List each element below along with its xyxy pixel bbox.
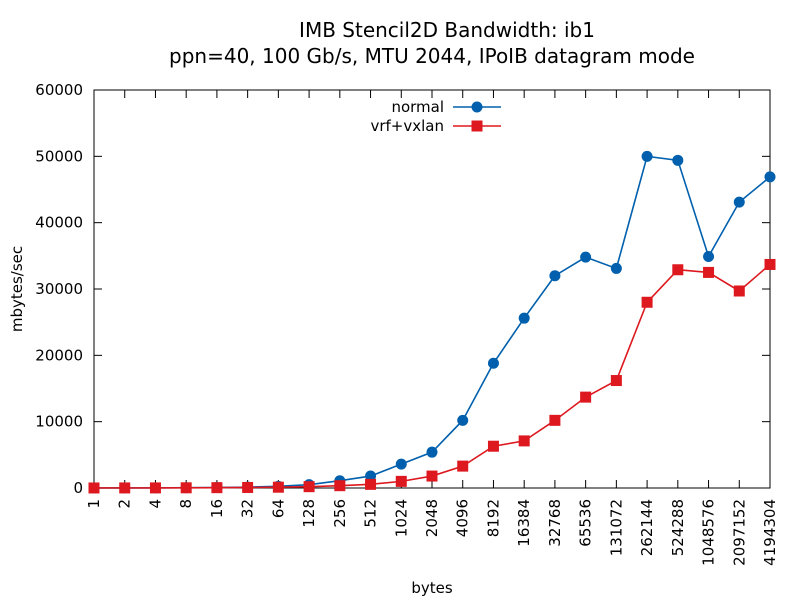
x-tick-label: 8192 <box>484 499 502 537</box>
y-axis-label: mbytes/sec <box>8 246 26 332</box>
x-axis-label: bytes <box>411 579 453 597</box>
data-point-normal <box>610 262 622 274</box>
chart-subtitle: ppn=40, 100 Gb/s, MTU 2044, IPoIB datagr… <box>169 44 695 68</box>
data-point-normal <box>426 446 438 458</box>
x-tick-label: 16384 <box>515 499 533 547</box>
chart-title: IMB Stencil2D Bandwidth: ib1 <box>299 18 595 42</box>
legend-label-vrf-vxlan: vrf+vxlan <box>370 117 444 135</box>
data-point-vrf-vxlan <box>180 482 192 494</box>
x-tick-label: 64 <box>269 499 287 518</box>
data-point-normal <box>365 470 377 482</box>
data-point-vrf-vxlan <box>672 264 684 276</box>
x-tick-label: 1048576 <box>700 499 718 566</box>
data-point-vrf-vxlan <box>580 391 592 403</box>
x-tick-label: 32 <box>239 499 257 518</box>
data-point-vrf-vxlan <box>88 482 100 494</box>
legend-label-normal: normal <box>391 98 444 116</box>
x-tick-label: 1024 <box>392 499 410 537</box>
legend-marker-normal <box>471 101 483 113</box>
x-tick-label: 16 <box>208 499 226 518</box>
data-point-normal <box>641 150 653 162</box>
x-tick-label: 256 <box>331 499 349 528</box>
x-tick-label: 262144 <box>638 499 656 556</box>
series-vrf-vxlan <box>88 258 776 494</box>
y-tick-label: 0 <box>73 479 83 497</box>
data-point-vrf-vxlan <box>211 482 223 494</box>
y-tick-label: 10000 <box>35 413 83 431</box>
data-point-vrf-vxlan <box>641 296 653 308</box>
x-tick-label: 4096 <box>454 499 472 537</box>
legend-marker-vrf-vxlan <box>471 120 483 132</box>
y-axis-ticks: 0 10000 20000 30000 40000 50000 60000 <box>35 81 770 497</box>
data-point-vrf-vxlan <box>365 478 377 490</box>
x-tick-label: 1 <box>85 499 103 509</box>
x-tick-label: 4 <box>146 499 164 509</box>
data-point-vrf-vxlan <box>733 285 745 297</box>
x-tick-label: 524288 <box>669 499 687 556</box>
data-point-vrf-vxlan <box>119 482 131 494</box>
series-layer <box>88 150 776 494</box>
data-point-normal <box>672 154 684 166</box>
y-tick-label: 50000 <box>35 147 83 165</box>
x-tick-label: 8 <box>177 499 195 509</box>
x-tick-label: 4194304 <box>761 499 779 566</box>
data-point-vrf-vxlan <box>272 481 284 493</box>
data-point-normal <box>395 458 407 470</box>
data-point-vrf-vxlan <box>703 266 715 278</box>
x-axis-ticks: 1 2 4 8 16 32 64 128 256 512 1024 2048 4096 8192 16384… <box>85 90 779 566</box>
data-point-normal <box>703 250 715 262</box>
data-point-normal <box>487 357 499 369</box>
x-tick-label: 131072 <box>607 499 625 556</box>
plot-area-border <box>93 89 771 489</box>
x-tick-label: 512 <box>362 499 380 528</box>
data-point-vrf-vxlan <box>303 481 315 493</box>
x-tick-label: 65536 <box>577 499 595 547</box>
data-point-vrf-vxlan <box>395 475 407 487</box>
data-point-vrf-vxlan <box>149 482 161 494</box>
x-tick-label: 2048 <box>423 499 441 537</box>
data-point-vrf-vxlan <box>242 481 254 493</box>
data-point-normal <box>733 196 745 208</box>
data-point-normal <box>518 312 530 324</box>
data-point-vrf-vxlan <box>334 480 346 492</box>
y-tick-label: 40000 <box>35 214 83 232</box>
data-point-vrf-vxlan <box>518 435 530 447</box>
data-point-vrf-vxlan <box>764 258 776 270</box>
data-point-normal <box>764 171 776 183</box>
data-point-normal <box>580 251 592 263</box>
data-point-vrf-vxlan <box>487 440 499 452</box>
data-point-vrf-vxlan <box>457 460 469 472</box>
x-tick-label: 2 <box>116 499 134 509</box>
data-point-vrf-vxlan <box>610 375 622 387</box>
data-point-vrf-vxlan <box>426 470 438 482</box>
data-point-vrf-vxlan <box>549 414 561 426</box>
x-tick-label: 128 <box>300 499 318 528</box>
data-point-normal <box>457 414 469 426</box>
data-point-normal <box>549 270 561 282</box>
x-tick-label: 32768 <box>546 499 564 547</box>
x-tick-label: 2097152 <box>730 499 748 566</box>
y-tick-label: 20000 <box>35 346 83 364</box>
y-tick-label: 30000 <box>35 280 83 298</box>
y-tick-label: 60000 <box>35 81 83 99</box>
